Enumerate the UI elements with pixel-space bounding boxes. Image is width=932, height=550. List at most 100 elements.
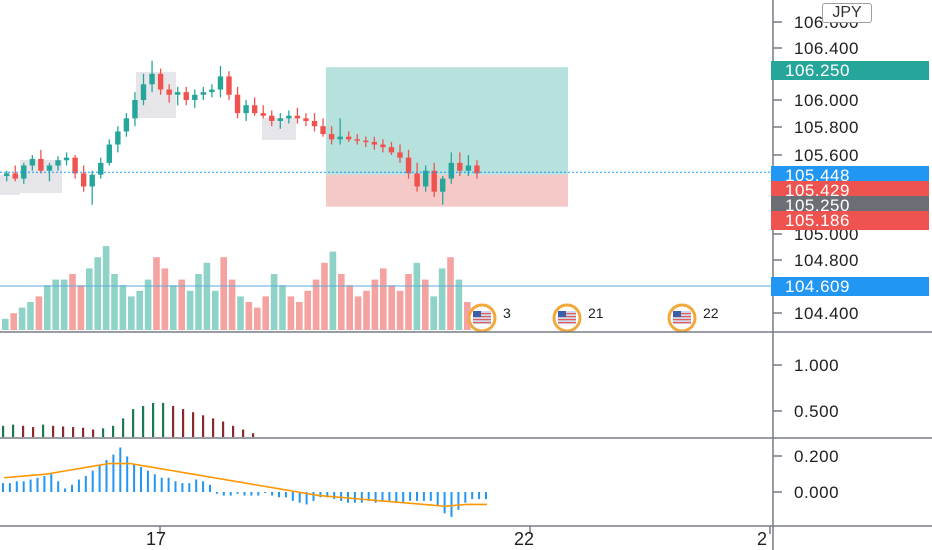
- economic-event[interactable]: 3: [467, 303, 511, 333]
- economic-event[interactable]: 22: [667, 303, 719, 333]
- candle-body: [226, 76, 232, 95]
- price-tick: 106.000: [794, 91, 859, 110]
- current-price-label[interactable]: 105.448: [771, 166, 929, 185]
- volume-bar: [430, 296, 437, 330]
- flag-stripe: [558, 313, 576, 315]
- volume-bar: [438, 268, 446, 330]
- candle-body: [166, 89, 172, 95]
- momentum-bar: [132, 409, 135, 437]
- momentum-bar: [62, 426, 65, 437]
- volume-bar: [10, 313, 17, 330]
- macd-bar: [119, 447, 122, 492]
- price-tick: 105.600: [794, 146, 859, 165]
- macd-bar: [429, 492, 432, 501]
- macd-bar: [2, 483, 4, 492]
- volume-bar: [304, 290, 311, 330]
- macd-bar: [312, 492, 315, 501]
- event-count: 22: [703, 305, 719, 321]
- candle-body: [354, 139, 360, 141]
- flag-stripe: [673, 319, 691, 321]
- volume-bar: [111, 274, 118, 330]
- momentum-bar: [152, 402, 155, 437]
- volume-bar: [94, 257, 101, 330]
- volume-bar: [203, 262, 211, 330]
- candle-body: [414, 173, 420, 187]
- flag-stripe: [558, 322, 576, 324]
- flag-stripe: [473, 316, 491, 318]
- currency-badge[interactable]: JPY: [822, 3, 872, 23]
- macd-bar: [209, 484, 211, 492]
- macd-bar: [340, 492, 343, 501]
- volume-bar: [2, 318, 9, 330]
- flag-stripe: [558, 316, 576, 318]
- candle-body: [269, 115, 275, 121]
- macd-bar: [443, 492, 446, 514]
- macd-bar: [160, 477, 163, 492]
- volume-bar: [60, 279, 68, 330]
- candle-body: [46, 165, 53, 171]
- candle-body: [217, 76, 224, 90]
- volume-bars: [2, 246, 471, 330]
- macd-bar: [436, 492, 439, 507]
- horizontal-line-label[interactable]: 104.609: [771, 277, 929, 296]
- macd-bar: [360, 492, 363, 503]
- macd-bar: [222, 492, 225, 496]
- time-tick: 2: [757, 529, 767, 549]
- momentum-bar: [22, 425, 25, 437]
- flag-canton: [558, 311, 566, 317]
- candle-body: [260, 113, 266, 116]
- price-tick: 106.400: [794, 39, 859, 58]
- candle-body: [328, 134, 335, 140]
- flag-stripe: [673, 313, 691, 315]
- economic-events[interactable]: 3 21 22: [467, 303, 719, 333]
- flag-canton: [473, 311, 481, 317]
- economic-event[interactable]: 21: [552, 303, 604, 333]
- macd-bar: [291, 492, 294, 501]
- target-price-label[interactable]: 106.250: [771, 61, 929, 80]
- candle-body: [175, 92, 181, 95]
- macd-bar: [298, 492, 301, 503]
- volume-bar: [136, 290, 143, 330]
- macd-bar: [105, 459, 108, 492]
- macd-bar: [146, 470, 149, 492]
- volume-bar: [405, 274, 412, 330]
- macd-bar: [471, 492, 474, 500]
- macd-bar: [22, 481, 25, 492]
- stop-level-label[interactable]: 105.250: [771, 196, 929, 215]
- candle-body: [474, 165, 480, 174]
- macd-bar: [36, 477, 39, 492]
- candle-body: [183, 92, 189, 100]
- volume-bar: [287, 296, 295, 330]
- macd-bar: [236, 492, 239, 494]
- momentum-bar: [42, 424, 45, 437]
- candle-body: [98, 162, 104, 175]
- stop-price-label[interactable]: 105.186: [771, 211, 929, 230]
- flag-stripe: [673, 316, 691, 318]
- entry-price-label[interactable]: 105.429: [771, 181, 929, 200]
- volume-bar: [254, 307, 261, 330]
- volume-bar: [44, 285, 51, 330]
- indicator-tick: 1.000: [794, 356, 839, 375]
- event-count: 21: [588, 305, 604, 321]
- momentum-bar: [242, 429, 245, 437]
- target-zone: [326, 67, 568, 175]
- momentum-bar: [112, 425, 115, 437]
- volume-bar: [69, 274, 76, 330]
- candle-background-shapes: [0, 72, 296, 195]
- volume-bar: [447, 257, 454, 330]
- macd-bar: [416, 492, 418, 501]
- volume-bar: [86, 268, 93, 330]
- macd-bar: [464, 492, 467, 503]
- candle-body: [320, 126, 326, 135]
- candle-body: [200, 92, 207, 95]
- macd-histogram: [2, 447, 487, 517]
- volume-bar: [371, 279, 379, 330]
- macd-bar: [188, 483, 191, 492]
- volume-bar: [312, 279, 320, 330]
- macd-bar: [326, 492, 329, 498]
- position-zones: [326, 67, 568, 207]
- candle-body: [388, 147, 395, 153]
- candle-body: [422, 170, 429, 187]
